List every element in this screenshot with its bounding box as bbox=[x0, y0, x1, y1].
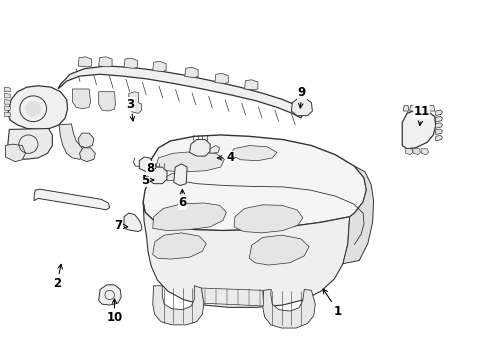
Polygon shape bbox=[99, 92, 115, 111]
Polygon shape bbox=[262, 289, 315, 328]
Text: 2: 2 bbox=[53, 264, 62, 290]
Polygon shape bbox=[78, 57, 91, 67]
Polygon shape bbox=[124, 58, 137, 68]
Polygon shape bbox=[214, 73, 228, 84]
Polygon shape bbox=[8, 86, 67, 130]
Polygon shape bbox=[404, 149, 412, 155]
Polygon shape bbox=[435, 123, 442, 128]
Polygon shape bbox=[139, 157, 152, 172]
Polygon shape bbox=[4, 93, 10, 98]
Polygon shape bbox=[167, 173, 176, 181]
Polygon shape bbox=[143, 135, 366, 230]
Polygon shape bbox=[152, 203, 226, 230]
Polygon shape bbox=[5, 144, 25, 162]
Polygon shape bbox=[148, 167, 167, 184]
Polygon shape bbox=[420, 149, 427, 155]
Text: 11: 11 bbox=[412, 105, 428, 126]
Polygon shape bbox=[152, 233, 206, 259]
Polygon shape bbox=[435, 110, 442, 116]
Polygon shape bbox=[8, 129, 52, 159]
Polygon shape bbox=[143, 202, 349, 307]
Polygon shape bbox=[173, 164, 187, 185]
Polygon shape bbox=[128, 92, 142, 113]
Text: 1: 1 bbox=[323, 289, 341, 318]
Polygon shape bbox=[435, 135, 442, 141]
Polygon shape bbox=[124, 213, 142, 231]
Polygon shape bbox=[156, 152, 224, 172]
Polygon shape bbox=[184, 67, 198, 77]
Text: 5: 5 bbox=[141, 174, 153, 186]
Polygon shape bbox=[59, 124, 83, 159]
Polygon shape bbox=[58, 66, 304, 118]
Polygon shape bbox=[4, 112, 10, 117]
Polygon shape bbox=[72, 89, 90, 109]
Circle shape bbox=[25, 102, 41, 116]
Polygon shape bbox=[4, 100, 10, 104]
Polygon shape bbox=[80, 148, 95, 162]
Polygon shape bbox=[403, 105, 408, 111]
Polygon shape bbox=[210, 145, 219, 153]
Polygon shape bbox=[78, 133, 94, 148]
Text: 6: 6 bbox=[178, 189, 186, 210]
Polygon shape bbox=[342, 166, 373, 264]
Polygon shape bbox=[435, 116, 442, 122]
Text: 4: 4 bbox=[217, 152, 234, 165]
Polygon shape bbox=[409, 105, 414, 111]
Text: 8: 8 bbox=[146, 162, 155, 175]
Text: 10: 10 bbox=[106, 299, 122, 324]
Polygon shape bbox=[402, 110, 435, 149]
Polygon shape bbox=[152, 62, 166, 72]
Polygon shape bbox=[428, 105, 434, 111]
Text: 7: 7 bbox=[115, 220, 127, 233]
Polygon shape bbox=[4, 106, 10, 111]
Polygon shape bbox=[152, 286, 203, 325]
Polygon shape bbox=[249, 235, 308, 265]
Polygon shape bbox=[233, 205, 302, 233]
Polygon shape bbox=[412, 149, 420, 155]
Polygon shape bbox=[189, 140, 210, 156]
Polygon shape bbox=[435, 129, 442, 135]
Polygon shape bbox=[422, 105, 427, 111]
Polygon shape bbox=[291, 98, 312, 116]
Polygon shape bbox=[201, 288, 263, 306]
Polygon shape bbox=[99, 57, 112, 67]
Polygon shape bbox=[34, 189, 109, 210]
Text: 9: 9 bbox=[297, 86, 305, 108]
Polygon shape bbox=[230, 145, 276, 161]
Polygon shape bbox=[244, 80, 257, 90]
Polygon shape bbox=[4, 87, 10, 92]
Polygon shape bbox=[99, 285, 121, 305]
Polygon shape bbox=[415, 105, 421, 111]
Text: 3: 3 bbox=[126, 98, 135, 121]
